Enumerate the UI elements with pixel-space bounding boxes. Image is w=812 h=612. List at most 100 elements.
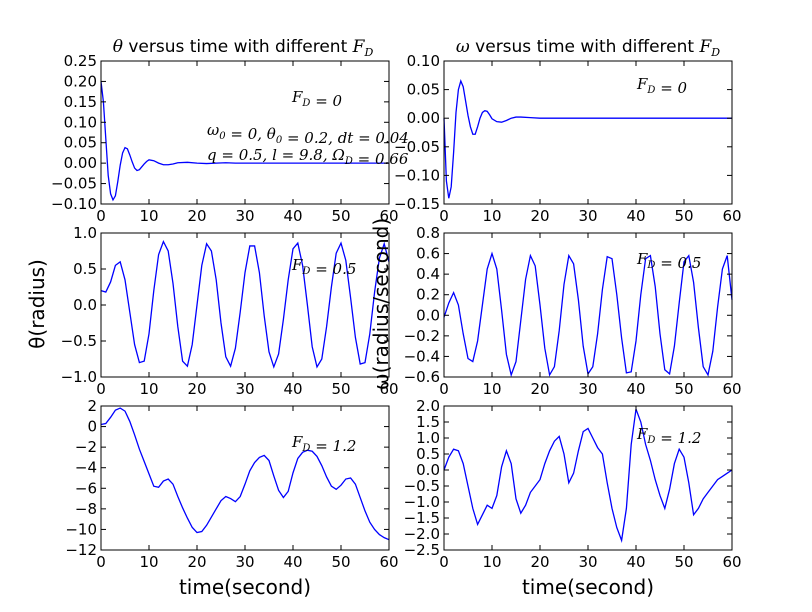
x-tick-label: 40 [283,380,302,398]
title-theta: θ versus time with different FD [113,37,374,59]
y-tick-label: 0.15 [64,93,97,111]
y-tick-label: −1.0 [61,368,97,386]
y-tick-label: −10 [65,520,97,538]
series-line-theta-fd05-0 [100,240,390,369]
y-tick-label: 0.05 [407,81,440,99]
panel-omega-fd0: 0 10 20 30 40 50 60 0.10 0.05 0.00 −0.05 −0.10 −0.15… [394,52,742,225]
x-tick-label: 10 [482,553,501,571]
y-tick-label: 1.0 [416,429,440,447]
x-tick-label: 0 [96,380,106,398]
series-line-omega-fd0-0 [443,79,732,199]
x-tick-label: 40 [626,553,645,571]
y-tick-label: 0.25 [64,52,97,70]
y-tick-label: −1.0 [404,493,440,511]
panel-theta-fd05: 0 10 20 30 40 50 60 1.0 0.5 0.0 −0.5 −1.0 FD = 0.5 [61,224,399,398]
x-tick-label: 20 [530,380,549,398]
x-tick-label: 40 [626,380,645,398]
y-tick-label: 0 [87,418,97,436]
x-tick-label: 60 [722,380,741,398]
y-tick-label: −0.10 [51,195,97,213]
y-tick-label: 0.5 [416,445,440,463]
annotation-theta-fd05-0: FD = 0.5 [291,256,356,278]
x-tick-label: 10 [482,207,501,225]
x-tick-label: 10 [139,380,158,398]
annotation-theta-fd0-1: ω0 = 0, θ0 = 0.2, dt = 0.04 [207,121,409,147]
y-tick-label: −2.5 [404,541,440,559]
y-tick-label: −2.0 [404,525,440,543]
ylabel-left: θ(radius) [25,259,49,349]
y-tick-label: 0.10 [407,52,440,70]
y-tick-label: −1.5 [404,509,440,527]
y-tick-label: 0.10 [64,113,97,131]
y-tick-label: −2 [75,438,97,456]
series-line-theta-fd0-0 [100,81,389,202]
x-tick-label: 50 [331,380,350,398]
y-tick-label: 0.00 [64,154,97,172]
series-line-theta-fd12-0 [100,407,390,541]
panel-theta-fd0: 0 10 20 30 40 50 60 0.25 0.20 0.15 0.10 0.05 0.00 −0.… [51,52,409,225]
plot-frame [443,405,733,551]
y-tick-label: −0.10 [394,166,440,184]
x-tick-label: 10 [139,553,158,571]
series-line-omega-fd12-0 [443,408,733,543]
x-tick-label: 30 [235,380,254,398]
plot-frame [100,405,390,551]
x-tick-label: 40 [283,207,302,225]
y-tick-label: 0.05 [64,134,97,152]
x-tick-label: 50 [674,380,693,398]
title-omega: ω versus time with different FD [456,37,720,59]
x-tick-label: 60 [379,553,398,571]
y-tick-label: −6 [75,479,97,497]
x-tick-label: 0 [439,380,449,398]
y-tick-label: −0.05 [394,138,440,156]
y-tick-label: 2 [87,397,97,415]
x-tick-label: 50 [674,207,693,225]
y-tick-label: −4 [75,459,97,477]
y-tick-label: −0.2 [404,327,440,345]
y-tick-label: 0.20 [64,72,97,90]
annotation-omega-fd12-0: FD = 1.2 [636,425,701,447]
y-tick-label: 0.0 [73,296,97,314]
x-tick-label: 0 [439,207,449,225]
x-tick-label: 20 [530,553,549,571]
y-tick-label: −0.05 [51,175,97,193]
x-tick-label: 20 [187,207,206,225]
y-tick-label: 0.0 [416,306,440,324]
x-tick-label: 50 [331,207,350,225]
y-tick-label: 0.4 [416,265,440,283]
annotation-theta-fd0-0: FD = 0 [291,88,343,110]
x-tick-label: 60 [379,380,398,398]
x-tick-label: 0 [439,553,449,571]
panel-omega-fd05: 0 10 20 30 40 50 60 0.8 0.6 0.4 0.2 0.0 −0.2 −0.4 −0.6… [404,224,742,398]
x-tick-label: 60 [722,207,741,225]
y-tick-label: 0.8 [416,224,440,242]
x-tick-label: 30 [578,207,597,225]
x-tick-label: 20 [187,553,206,571]
y-tick-label: −0.4 [404,347,440,365]
x-tick-label: 20 [187,380,206,398]
annotation-omega-fd05-0: FD = 0.5 [636,250,701,272]
y-tick-label: −12 [65,541,97,559]
panel-omega-fd12: 0 10 20 30 40 50 60 2.01.51.00.50.0−0.5−1.0−1.5… [404,397,742,571]
x-tick-label: 10 [139,207,158,225]
y-tick-label: −0.15 [394,195,440,213]
y-tick-label: 0.5 [73,260,97,278]
y-tick-label: −8 [75,500,97,518]
annotation-omega-fd0-0: FD = 0 [636,75,688,97]
x-tick-label: 50 [674,553,693,571]
y-tick-label: 0.00 [407,109,440,127]
x-tick-label: 60 [379,207,398,225]
x-tick-label: 20 [530,207,549,225]
x-tick-label: 0 [96,207,106,225]
y-tick-label: 0.6 [416,245,440,263]
y-tick-label: 0.0 [416,461,440,479]
y-tick-label: −0.5 [61,332,97,350]
y-tick-label: 0.2 [416,286,440,304]
y-tick-label: 1.0 [73,224,97,242]
x-tick-label: 40 [626,207,645,225]
plot-frame [443,60,733,205]
y-tick-label: −0.5 [404,477,440,495]
plot-frame [100,232,390,378]
